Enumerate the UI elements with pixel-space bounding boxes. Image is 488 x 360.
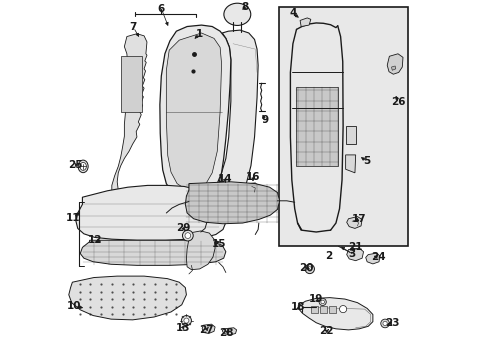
Text: 2: 2 (325, 251, 332, 261)
Text: 4: 4 (288, 8, 296, 18)
Text: 11: 11 (66, 213, 80, 222)
Text: 27: 27 (199, 325, 213, 335)
Text: 5: 5 (363, 156, 370, 166)
Text: 22: 22 (318, 326, 333, 336)
Text: 26: 26 (391, 97, 405, 107)
Circle shape (305, 264, 314, 274)
Text: 28: 28 (219, 328, 233, 338)
Text: 15: 15 (212, 239, 226, 249)
Circle shape (181, 316, 191, 325)
Circle shape (382, 321, 386, 325)
Polygon shape (202, 324, 215, 333)
Text: 29: 29 (176, 224, 190, 233)
Circle shape (307, 267, 311, 271)
Circle shape (380, 319, 388, 328)
Circle shape (184, 233, 190, 238)
Polygon shape (319, 306, 326, 313)
Text: 7: 7 (129, 22, 137, 32)
Text: 9: 9 (261, 115, 267, 125)
Polygon shape (222, 328, 236, 335)
Polygon shape (296, 87, 338, 166)
Text: 21: 21 (347, 242, 362, 252)
Text: 12: 12 (87, 235, 102, 245)
Polygon shape (345, 126, 356, 144)
Circle shape (339, 306, 346, 313)
Polygon shape (310, 306, 317, 313)
Text: 13: 13 (175, 323, 190, 333)
Polygon shape (112, 34, 147, 205)
Polygon shape (185, 182, 279, 224)
Ellipse shape (224, 3, 250, 26)
Ellipse shape (80, 162, 86, 170)
Text: 23: 23 (384, 319, 399, 328)
Ellipse shape (78, 160, 88, 173)
Circle shape (182, 230, 193, 241)
Text: 16: 16 (246, 172, 260, 182)
Polygon shape (346, 217, 362, 228)
Polygon shape (69, 276, 186, 320)
Polygon shape (391, 66, 395, 70)
Text: 3: 3 (348, 248, 355, 258)
Polygon shape (160, 25, 230, 202)
Polygon shape (80, 240, 225, 265)
Text: 14: 14 (217, 174, 232, 184)
Circle shape (320, 300, 324, 304)
Circle shape (183, 318, 188, 323)
Text: 8: 8 (241, 2, 248, 12)
Text: 10: 10 (67, 301, 81, 311)
Circle shape (319, 298, 325, 306)
Polygon shape (365, 253, 379, 264)
Text: 19: 19 (308, 294, 322, 304)
Polygon shape (121, 56, 142, 112)
Polygon shape (328, 306, 335, 313)
Text: 17: 17 (351, 214, 366, 224)
Polygon shape (218, 30, 258, 198)
Text: 1: 1 (196, 29, 203, 39)
Bar (278, 7, 407, 246)
Polygon shape (186, 231, 215, 270)
Text: 20: 20 (298, 263, 313, 273)
Polygon shape (166, 33, 221, 191)
Text: 18: 18 (290, 302, 304, 312)
Text: 25: 25 (68, 160, 82, 170)
Polygon shape (346, 248, 363, 261)
Polygon shape (386, 54, 402, 74)
Text: 6: 6 (157, 4, 164, 14)
Polygon shape (300, 18, 310, 27)
Text: 24: 24 (370, 252, 385, 262)
Polygon shape (246, 183, 258, 196)
Polygon shape (298, 298, 372, 330)
Polygon shape (345, 155, 355, 173)
Polygon shape (76, 185, 225, 240)
